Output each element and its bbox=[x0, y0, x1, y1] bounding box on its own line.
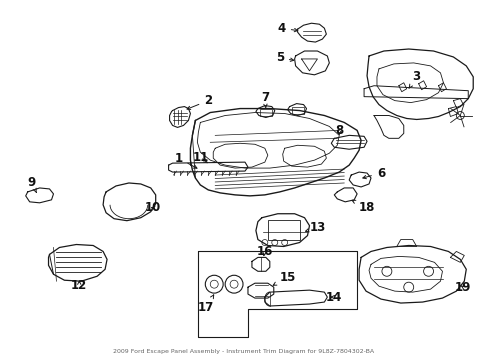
Text: 7: 7 bbox=[260, 91, 268, 108]
Bar bbox=[291, 107, 303, 113]
Text: 6: 6 bbox=[362, 167, 384, 180]
Text: 10: 10 bbox=[144, 201, 161, 214]
Text: 18: 18 bbox=[351, 200, 374, 214]
Text: 16: 16 bbox=[256, 245, 272, 258]
Text: 1: 1 bbox=[174, 152, 197, 168]
Text: 5: 5 bbox=[275, 51, 293, 64]
Text: 12: 12 bbox=[71, 279, 87, 292]
Text: 8: 8 bbox=[334, 124, 343, 137]
Text: 11: 11 bbox=[192, 151, 208, 164]
Text: 13: 13 bbox=[305, 221, 325, 234]
Text: 15: 15 bbox=[273, 271, 295, 285]
Text: 9: 9 bbox=[27, 176, 36, 192]
Text: 19: 19 bbox=[454, 281, 470, 294]
Text: 14: 14 bbox=[325, 291, 342, 303]
Text: 17: 17 bbox=[198, 295, 214, 314]
Text: 3: 3 bbox=[408, 70, 420, 89]
Text: 4: 4 bbox=[277, 22, 297, 35]
Bar bbox=[267, 220, 299, 239]
Text: 2: 2 bbox=[187, 94, 212, 109]
Bar bbox=[259, 109, 271, 116]
Text: 2009 Ford Escape Panel Assembly - Instrument Trim Diagram for 9L8Z-7804302-BA: 2009 Ford Escape Panel Assembly - Instru… bbox=[113, 348, 374, 354]
